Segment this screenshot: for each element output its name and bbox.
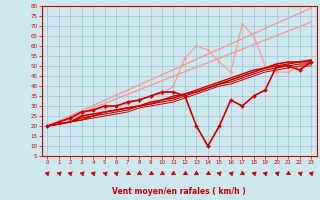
- Text: Vent moyen/en rafales ( km/h ): Vent moyen/en rafales ( km/h ): [112, 186, 246, 196]
